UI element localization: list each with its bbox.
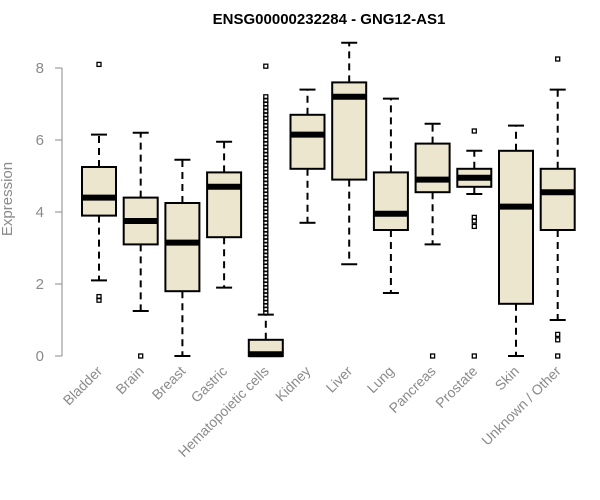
y-tick-label: 0 [36, 348, 44, 365]
iqr-box [372, 171, 409, 231]
y-tick-label: 4 [36, 204, 44, 221]
x-tick-label: Liver [323, 363, 356, 396]
y-axis-label: Expression [0, 162, 16, 236]
outlier-point [555, 337, 561, 343]
boxes [81, 41, 576, 359]
outlier-point [263, 63, 269, 69]
y-tick-label: 2 [36, 276, 44, 293]
box-pancreas [414, 122, 451, 359]
outlier-point [96, 297, 102, 303]
y-tick-label: 6 [36, 132, 44, 149]
x-tick-label: Brain [112, 363, 146, 397]
box-unknown-other [539, 56, 576, 359]
x-tick-label: Bladder [60, 363, 106, 409]
outlier-point [96, 61, 102, 68]
x-tick-label: Breast [149, 363, 189, 403]
x-tick-label: Prostate [432, 363, 480, 411]
outlier-point [471, 353, 477, 359]
y-ticks: 0 2 4 6 8 [36, 60, 62, 365]
iqr-box [164, 202, 201, 293]
iqr-box [414, 142, 451, 194]
outlier-point [429, 353, 436, 359]
iqr-box [81, 166, 117, 217]
box-liver [331, 41, 368, 266]
box-breast [164, 158, 201, 357]
x-tick-label: Lung [364, 363, 397, 396]
box-brain [122, 131, 159, 359]
iqr-box [498, 149, 534, 305]
outlier-point [263, 310, 269, 316]
box-bladder [81, 61, 117, 303]
iqr-box [539, 167, 576, 232]
box-lung [372, 97, 409, 294]
outlier-point [471, 223, 477, 230]
x-tick-label: Kidney [272, 363, 314, 405]
outlier-point [555, 331, 561, 338]
outlier-point [138, 353, 144, 359]
box-prostate [456, 128, 493, 359]
outlier-point [555, 56, 561, 62]
outlier-point [471, 218, 477, 224]
box-gastric [206, 140, 243, 289]
chart-title: ENSG00000232284 - GNG12-AS1 [213, 11, 446, 28]
outlier-point [471, 128, 477, 134]
iqr-box [206, 171, 243, 239]
box-kidney [289, 88, 326, 224]
box-hematopoietic-cells [247, 63, 284, 358]
y-tick-label: 8 [36, 60, 44, 77]
box-skin [498, 124, 534, 357]
iqr-box [289, 113, 326, 170]
x-tick-label: Unknown / Other [478, 363, 564, 449]
outlier-point [555, 353, 561, 359]
x-tick-label: Skin [492, 363, 523, 394]
